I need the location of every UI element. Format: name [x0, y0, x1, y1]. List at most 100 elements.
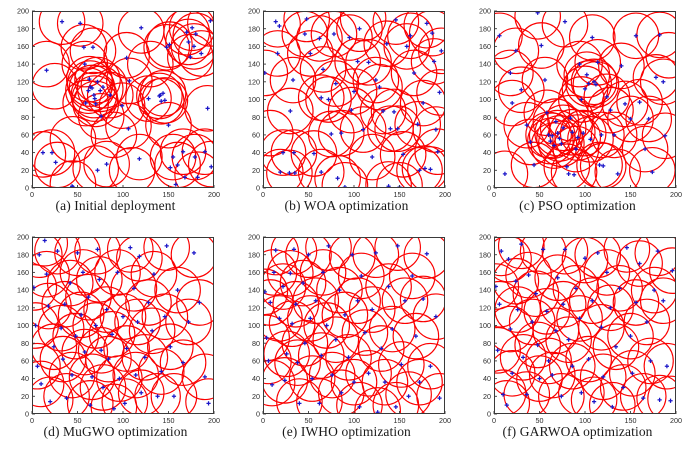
svg-text:200: 200 [670, 416, 682, 425]
svg-text:0: 0 [256, 184, 260, 193]
coverage-circles-b [263, 11, 445, 188]
svg-text:50: 50 [536, 416, 544, 425]
subplot-f: 0 50 100 150 200 0 20 40 60 80 100 120 140 160 180 200 (… [462, 226, 693, 452]
scatter-plot-a: 0 50 100 150 200 0 20 40 60 80 100 120 140 160 180 200 [17, 7, 220, 199]
svg-text:180: 180 [17, 24, 29, 33]
coverage-circles-c [494, 11, 676, 188]
svg-text:140: 140 [17, 60, 29, 69]
svg-text:100: 100 [117, 190, 129, 199]
svg-text:160: 160 [479, 42, 491, 51]
svg-text:100: 100 [248, 321, 260, 330]
svg-text:50: 50 [74, 190, 82, 199]
svg-text:80: 80 [21, 339, 29, 348]
coverage-circles-e [263, 237, 445, 414]
svg-text:200: 200 [670, 190, 682, 199]
sensor-nodes-d [32, 238, 211, 411]
svg-text:120: 120 [479, 77, 491, 86]
svg-text:120: 120 [17, 77, 29, 86]
svg-text:200: 200 [479, 233, 491, 242]
svg-text:200: 200 [479, 7, 491, 16]
svg-text:100: 100 [248, 95, 260, 104]
svg-text:40: 40 [21, 374, 29, 383]
plot-area-c: 0 50 100 150 200 0 20 40 60 80 100 120 140 160 180 200 [462, 0, 693, 200]
svg-text:50: 50 [305, 190, 313, 199]
subplot-caption-f: (f) GARWOA optimization [502, 424, 653, 439]
svg-text:160: 160 [479, 268, 491, 277]
svg-text:0: 0 [25, 184, 29, 193]
svg-text:40: 40 [483, 374, 491, 383]
coverage-circles-a [32, 11, 214, 188]
svg-text:120: 120 [17, 303, 29, 312]
svg-text:60: 60 [483, 357, 491, 366]
svg-text:20: 20 [483, 392, 491, 401]
svg-text:60: 60 [21, 131, 29, 140]
svg-text:120: 120 [248, 303, 260, 312]
svg-text:80: 80 [483, 339, 491, 348]
svg-text:140: 140 [248, 60, 260, 69]
svg-text:200: 200 [248, 233, 260, 242]
svg-text:160: 160 [248, 42, 260, 51]
scatter-plot-d: 0 50 100 150 200 0 20 40 60 80 100 120 140 160 180 200 [17, 233, 220, 425]
svg-text:80: 80 [483, 113, 491, 122]
axis-ticks-a: 0 50 100 150 200 0 20 40 60 80 100 120 140 160 180 200 [17, 7, 220, 199]
svg-text:80: 80 [252, 339, 260, 348]
svg-text:40: 40 [483, 148, 491, 157]
subplot-a: 0 50 100 150 200 0 20 40 60 80 100 120 140 160 180 200 (… [0, 0, 231, 226]
sensor-nodes-a [40, 18, 214, 188]
svg-text:0: 0 [30, 416, 34, 425]
svg-text:200: 200 [439, 416, 451, 425]
svg-text:100: 100 [479, 321, 491, 330]
subplot-b: 0 50 100 150 200 0 20 40 60 80 100 120 140 160 180 200 (… [231, 0, 462, 226]
svg-text:100: 100 [348, 190, 360, 199]
sensor-nodes-c [497, 11, 668, 177]
svg-text:0: 0 [487, 184, 491, 193]
plot-area-a: 0 50 100 150 200 0 20 40 60 80 100 120 140 160 180 200 [0, 0, 231, 200]
svg-text:100: 100 [579, 416, 591, 425]
svg-text:150: 150 [625, 416, 637, 425]
svg-text:20: 20 [21, 392, 29, 401]
subplot-e: 0 50 100 150 200 0 20 40 60 80 100 120 140 160 180 200 (… [231, 226, 462, 452]
svg-text:100: 100 [17, 321, 29, 330]
svg-text:200: 200 [17, 233, 29, 242]
svg-text:180: 180 [248, 250, 260, 259]
svg-text:100: 100 [348, 416, 360, 425]
svg-text:20: 20 [252, 392, 260, 401]
svg-text:200: 200 [248, 7, 260, 16]
svg-text:180: 180 [17, 250, 29, 259]
subplot-caption-e: (e) IWHO optimization [282, 424, 411, 439]
coverage-circles-d [32, 237, 214, 414]
svg-text:160: 160 [17, 42, 29, 51]
svg-text:100: 100 [117, 416, 129, 425]
svg-text:0: 0 [25, 410, 29, 419]
svg-text:100: 100 [479, 95, 491, 104]
svg-text:200: 200 [439, 190, 451, 199]
svg-text:180: 180 [248, 24, 260, 33]
svg-text:160: 160 [17, 268, 29, 277]
svg-text:150: 150 [625, 190, 637, 199]
svg-text:0: 0 [487, 410, 491, 419]
sensor-nodes-f [494, 241, 675, 410]
svg-text:150: 150 [163, 416, 175, 425]
svg-text:140: 140 [479, 286, 491, 295]
svg-text:140: 140 [479, 60, 491, 69]
svg-text:150: 150 [394, 416, 406, 425]
scatter-plot-f: 0 50 100 150 200 0 20 40 60 80 100 120 140 160 180 200 [479, 233, 682, 425]
scatter-plot-c: 0 50 100 150 200 0 20 40 60 80 100 120 140 160 180 200 [479, 7, 682, 199]
scatter-plot-e: 0 50 100 150 200 0 20 40 60 80 100 120 140 160 180 200 [248, 233, 451, 425]
svg-text:60: 60 [252, 357, 260, 366]
svg-text:200: 200 [17, 7, 29, 16]
svg-text:0: 0 [256, 410, 260, 419]
svg-text:40: 40 [21, 148, 29, 157]
svg-text:60: 60 [483, 131, 491, 140]
axis-ticks-c: 0 50 100 150 200 0 20 40 60 80 100 120 140 160 180 200 [479, 7, 682, 199]
subplot-caption-d: (d) MuGWO optimization [43, 424, 188, 439]
sensor-nodes-e [263, 243, 442, 414]
svg-text:180: 180 [479, 250, 491, 259]
svg-text:200: 200 [208, 190, 220, 199]
axis-ticks-f: 0 50 100 150 200 0 20 40 60 80 100 120 140 160 180 200 [479, 233, 682, 425]
subplot-d: 0 50 100 150 200 0 20 40 60 80 100 120 140 160 180 200 (… [0, 226, 231, 452]
svg-text:20: 20 [483, 166, 491, 175]
svg-text:50: 50 [74, 416, 82, 425]
axis-ticks-e: 0 50 100 150 200 0 20 40 60 80 100 120 140 160 180 200 [248, 233, 451, 425]
